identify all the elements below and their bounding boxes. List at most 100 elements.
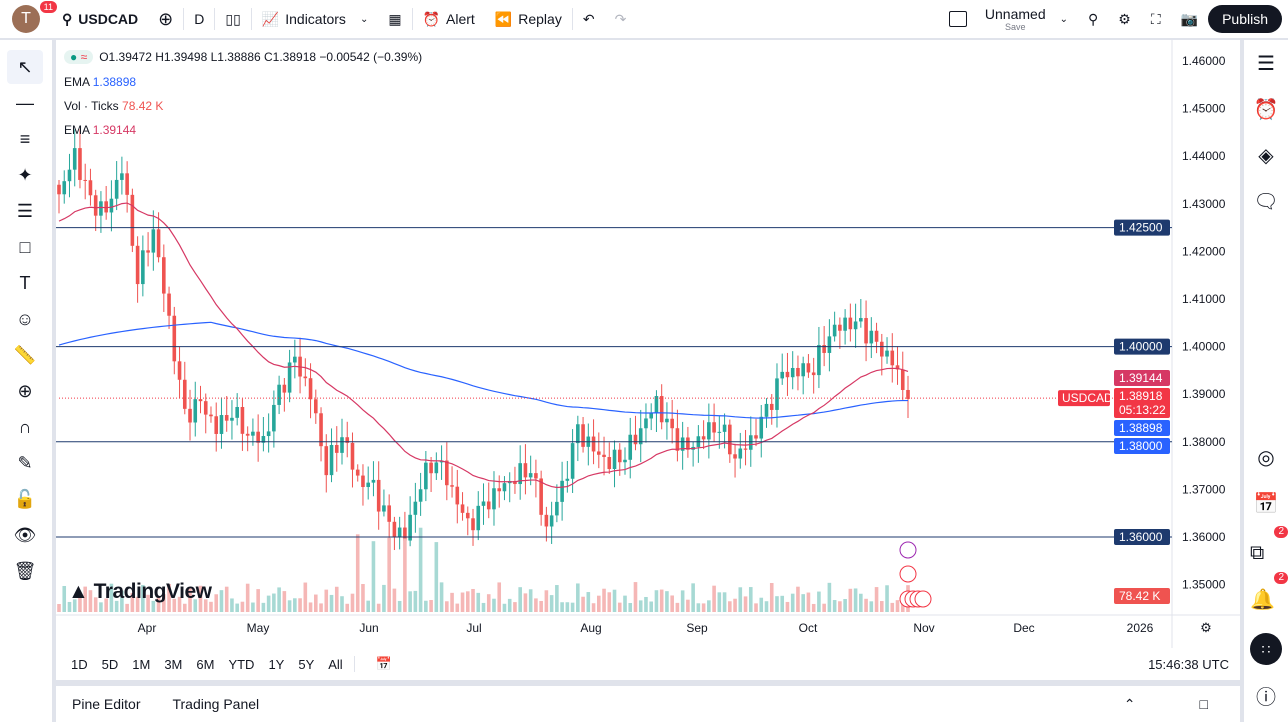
candle-body — [219, 415, 224, 434]
indicators-button[interactable]: 📈 Indicators ⌄ — [252, 0, 379, 38]
replay-button[interactable]: ⏪ Replay — [485, 0, 572, 38]
volume-bar — [885, 585, 889, 612]
price-chart[interactable]: 1.46000 1.45000 1.44000 1.43000 1.42000 1.410… — [56, 40, 1240, 648]
volume-bar — [874, 587, 879, 612]
settings-button[interactable]: ⚙ — [1108, 0, 1141, 38]
apps-button[interactable]: ∷ — [1244, 626, 1288, 672]
watchlist-button[interactable]: ☰ — [1244, 40, 1288, 86]
price-tick: 1.41000 — [1182, 292, 1226, 306]
interval-button[interactable]: D — [184, 0, 214, 38]
range-1m[interactable]: 1M — [132, 656, 151, 672]
cursor-tool[interactable]: ↖ — [7, 50, 43, 84]
ema-value: 1.39144 — [92, 123, 137, 137]
range-1y[interactable]: 1Y — [268, 656, 285, 672]
ema-fast-legend[interactable]: EMA 1.39144 — [64, 123, 136, 137]
notifications-button[interactable]: 🔔 2 — [1244, 572, 1288, 618]
candle-body — [707, 422, 711, 440]
candle-body — [869, 330, 874, 344]
pine-editor-tab[interactable]: Pine Editor — [72, 696, 141, 712]
candle-body — [832, 324, 837, 337]
stay-drawing-tool[interactable]: ✎ — [7, 446, 43, 480]
volume-bar — [272, 593, 276, 612]
publish-button[interactable]: Publish — [1208, 5, 1282, 33]
volume-bar — [864, 598, 868, 612]
vol-value: 78.42 K — [122, 99, 164, 113]
candle-body — [764, 403, 769, 417]
quick-search-button[interactable]: ⚲ — [1078, 0, 1108, 38]
candle-body — [534, 473, 538, 479]
time-tick: Aug — [580, 621, 601, 635]
measure-tool[interactable]: 📏 — [7, 338, 43, 372]
volume-bar — [104, 598, 108, 612]
candle-body — [376, 479, 381, 512]
trend-line-tool[interactable]: — — [7, 86, 43, 120]
remove-tool[interactable]: 🗑 — [7, 554, 43, 588]
time-tick: Sep — [686, 621, 708, 635]
volume-bar — [182, 603, 187, 612]
range-5d[interactable]: 5D — [101, 656, 119, 672]
date-range-button[interactable]: 📅 — [353, 656, 406, 672]
alerts-button[interactable]: ⏰ — [1244, 86, 1288, 132]
shape-tool[interactable]: □ — [7, 230, 43, 264]
icon-tool[interactable]: ☺ — [7, 302, 43, 336]
volume-bar — [230, 598, 234, 612]
hotlists-button[interactable]: ◎ — [1244, 434, 1288, 480]
zoom-tool[interactable]: ⊕ — [7, 374, 43, 408]
calendar-button[interactable]: 📅 — [1244, 480, 1288, 526]
top-toolbar: T 11 ⚲ USDCAD ⊕ D ▯▯ 📈 Indicators ⌄ ▦ ⏰ Alert… — [0, 0, 1288, 38]
hide-tool[interactable]: 👁 — [7, 518, 43, 552]
layout-menu[interactable]: Unnamed Save ⌄ — [939, 0, 1078, 38]
magnet-tool[interactable]: ∩ — [7, 410, 43, 444]
object-tree-button[interactable]: ◈ — [1244, 132, 1288, 178]
collapse-button[interactable]: ⌃ — [1092, 696, 1168, 713]
divider — [250, 8, 252, 30]
pattern-tool[interactable]: ✦ — [7, 158, 43, 192]
text-tool[interactable]: T — [7, 266, 43, 300]
event-lightning-icon — [899, 541, 917, 559]
trading-panel-tab[interactable]: Trading Panel — [172, 696, 260, 712]
fullscreen-button[interactable]: ⛶ — [1141, 0, 1171, 38]
range-5y[interactable]: 5Y — [298, 656, 315, 672]
volume-bar — [518, 587, 522, 612]
alert-button[interactable]: ⏰ Alert — [413, 0, 485, 38]
chart-type-button[interactable]: ▯▯ — [215, 0, 250, 38]
candle-body — [167, 293, 171, 316]
symbol-search[interactable]: ⚲ USDCAD — [52, 0, 148, 38]
volume-bar — [418, 527, 423, 612]
range-ytd[interactable]: YTD — [228, 656, 255, 672]
clock[interactable]: 15:46:38 UTC — [1148, 656, 1229, 672]
compare-button[interactable]: ⊕ — [148, 0, 183, 38]
snapshot-button[interactable]: 📷 — [1171, 0, 1208, 38]
redo-button[interactable]: ↷ — [605, 0, 637, 38]
ema-slow-legend[interactable]: EMA 1.38898 — [64, 75, 136, 89]
candle-body — [827, 336, 832, 353]
maximize-button[interactable]: □ — [1168, 696, 1240, 712]
candle-body — [497, 488, 502, 492]
candle-body — [801, 363, 805, 377]
volume-legend[interactable]: Vol · Ticks 78.42 K — [64, 99, 163, 113]
range-1d[interactable]: 1D — [71, 656, 88, 672]
chat-button[interactable]: 🗨 — [1244, 178, 1288, 224]
layouts-button[interactable]: ▦ — [378, 0, 411, 38]
volume-bar — [528, 589, 533, 612]
avatar[interactable]: T 11 — [12, 1, 57, 33]
lock-tool[interactable]: 🔓 — [7, 482, 43, 516]
undo-button[interactable]: ↶ — [573, 0, 605, 38]
volume-bar — [214, 594, 219, 612]
help-button[interactable]: ⓘ — [1244, 672, 1288, 718]
volume-bar — [340, 596, 344, 612]
range-6m[interactable]: 6M — [196, 656, 215, 672]
symbol-label: USDCAD — [78, 11, 139, 27]
calendar-icon: 📅 — [1253, 492, 1279, 515]
fib-tool[interactable]: ≡ — [7, 122, 43, 156]
volume-bar — [167, 583, 171, 612]
ema-fast-label-bg — [1114, 370, 1170, 386]
volume-bar — [471, 588, 475, 612]
forecast-tool[interactable]: ☰ — [7, 194, 43, 228]
range-all[interactable]: All — [328, 656, 343, 672]
candle-body — [649, 413, 654, 419]
ideas-button[interactable]: ⧉ 2 — [1244, 526, 1288, 572]
volume-bar — [130, 592, 135, 612]
candle-body — [308, 378, 313, 400]
range-3m[interactable]: 3M — [164, 656, 183, 672]
